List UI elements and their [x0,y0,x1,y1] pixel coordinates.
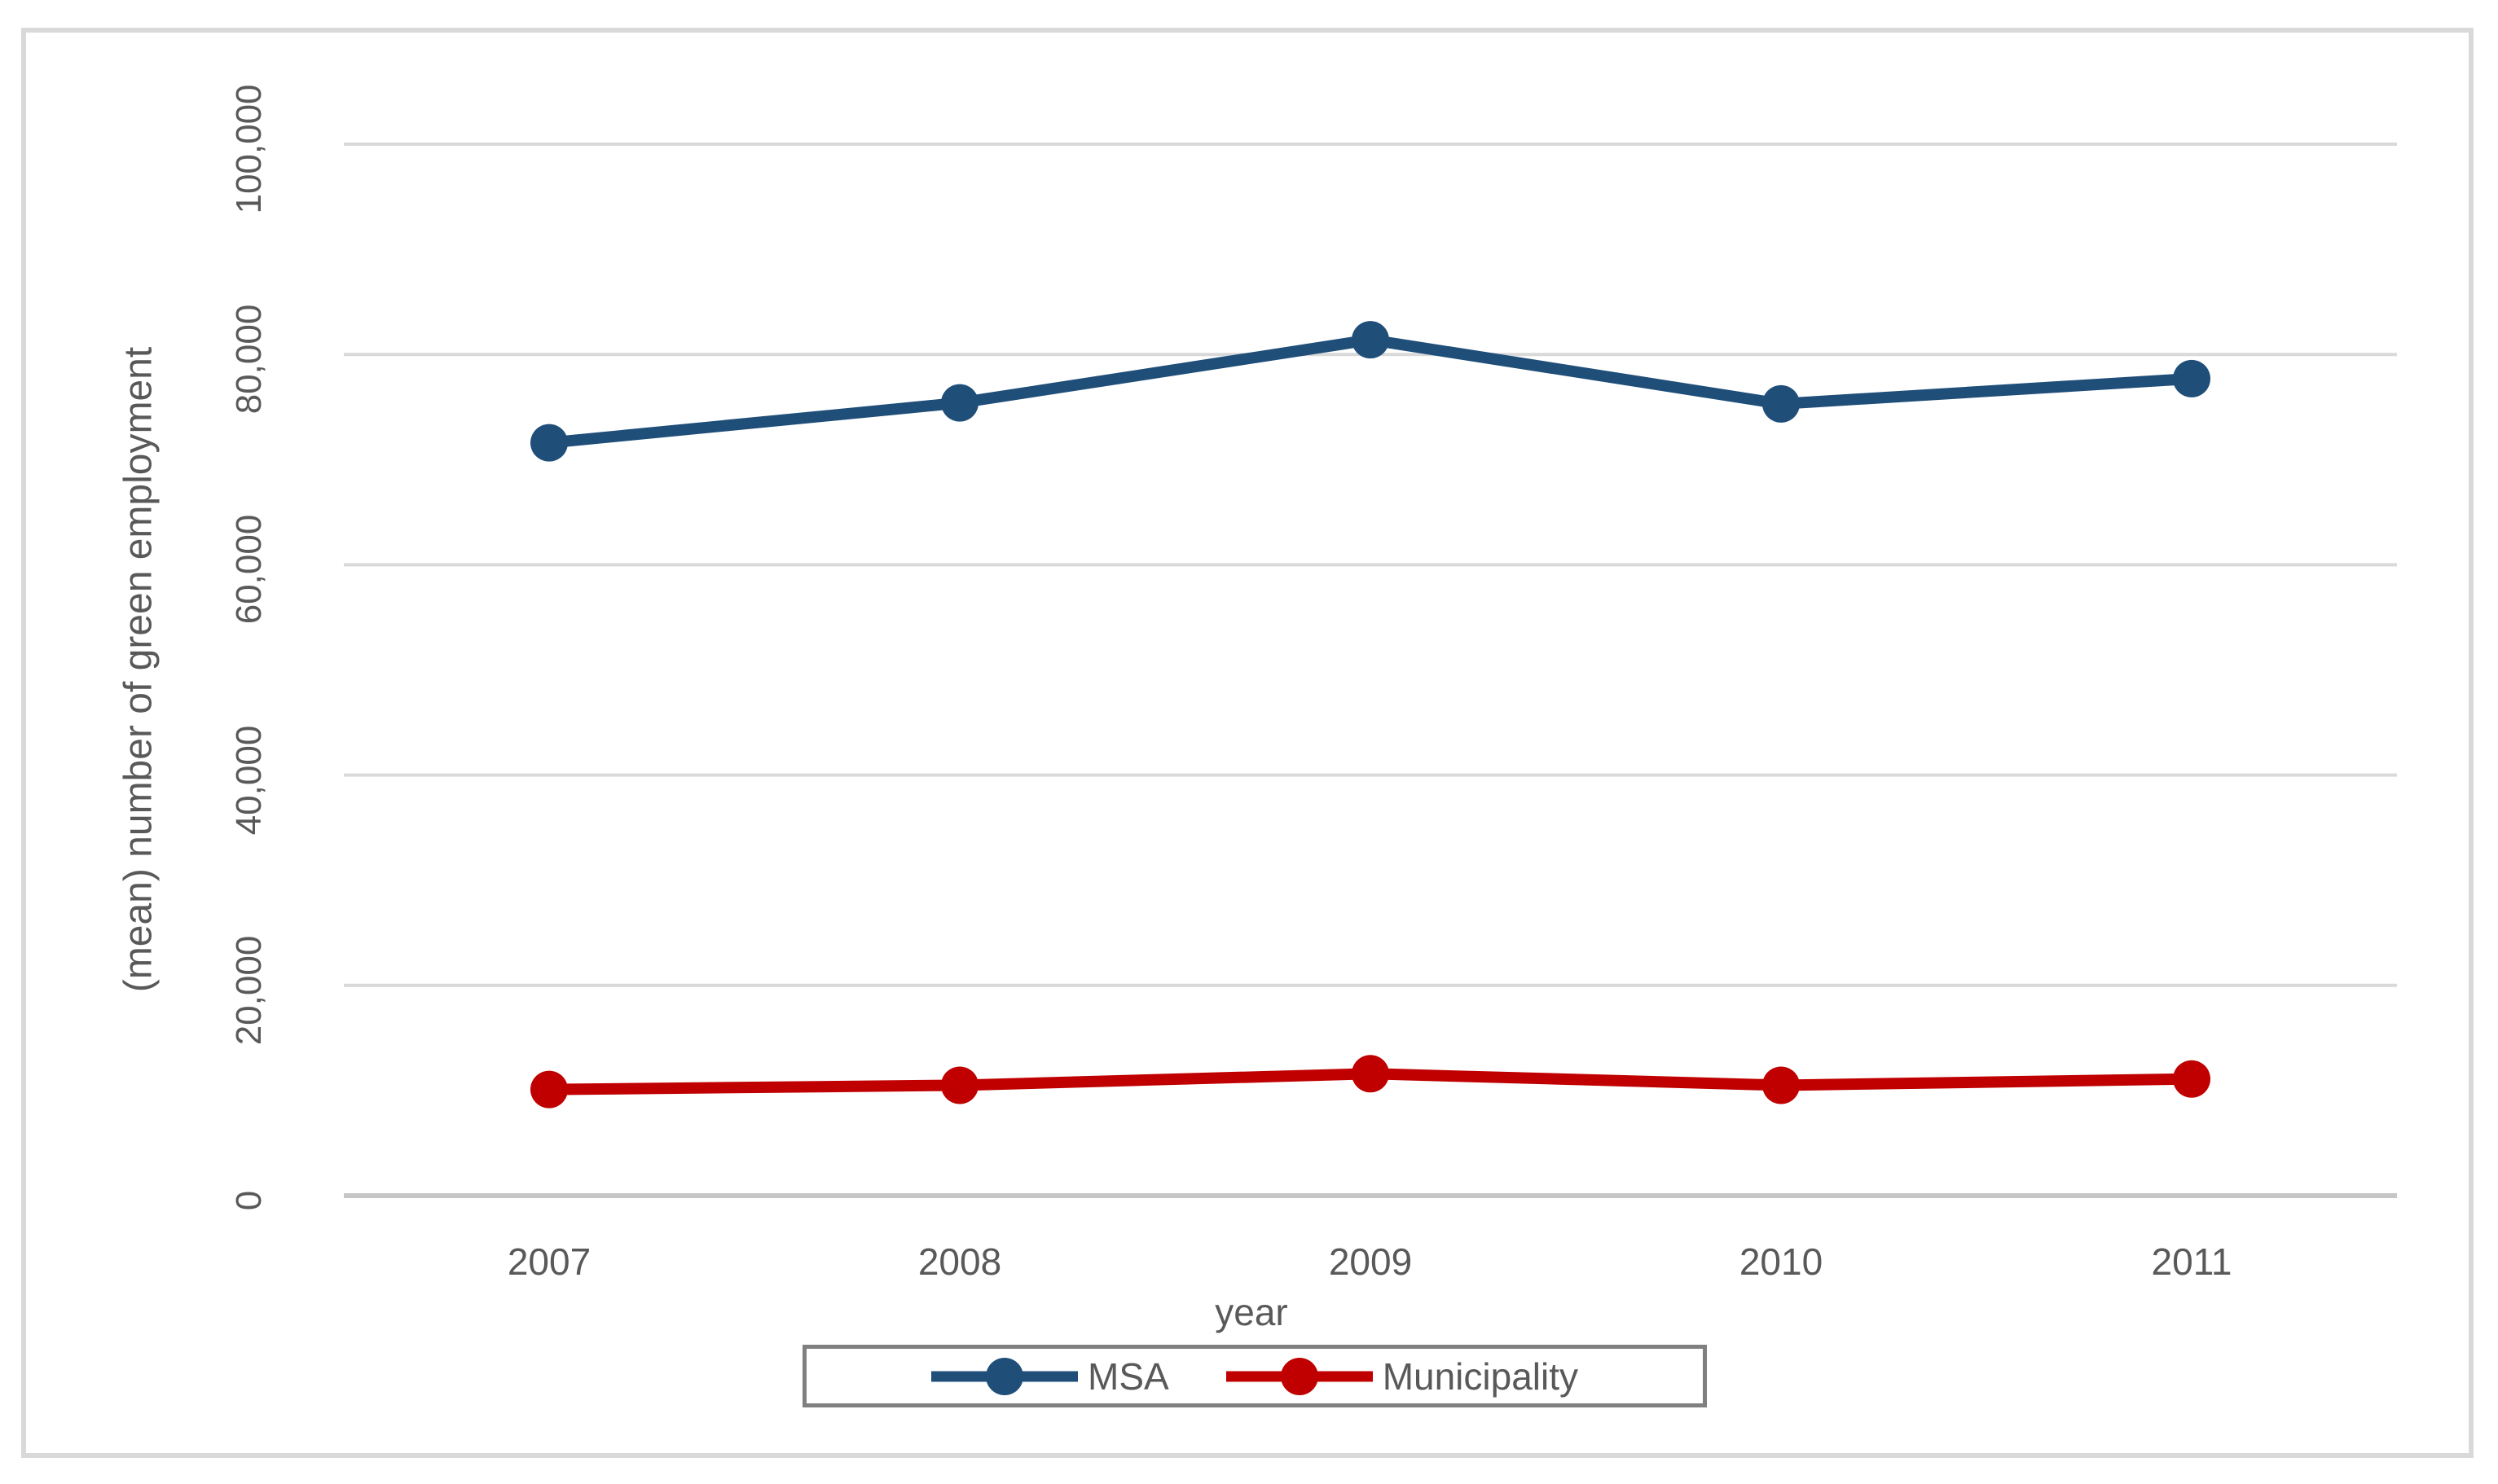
x-tick-label: 2009 [1328,1240,1413,1283]
data-point-municipality-2007 [530,1070,568,1109]
legend-item-msa: MSA [931,1354,1169,1398]
x-axis-title: year [1215,1291,1288,1333]
y-tick-label: 0 [229,1190,269,1211]
y-axis-title: (mean) number of green employment [117,346,161,993]
data-point-msa-2010 [1762,384,1800,423]
legend-box: MSA Municipality [803,1345,1707,1407]
y-tick-label: 40,000 [229,725,269,835]
data-point-municipality-2011 [2173,1060,2210,1098]
legend-item-municipality: Municipality [1225,1354,1578,1398]
x-tick-label: 2007 [507,1240,592,1283]
legend-label-msa: MSA [1088,1354,1169,1398]
y-tick-label: 80,000 [229,304,269,415]
data-point-msa-2008 [941,384,979,422]
chart-outer-frame [21,28,2474,1458]
municipality-line-marker-icon [1225,1356,1373,1397]
x-tick-label: 2008 [917,1240,1002,1283]
data-point-municipality-2009 [1352,1055,1389,1093]
y-tick-label: 20,000 [229,935,269,1046]
x-tick-label: 2011 [2151,1240,2232,1283]
data-point-municipality-2008 [941,1066,979,1104]
data-point-msa-2009 [1352,321,1389,359]
data-point-msa-2011 [2173,359,2210,397]
y-tick-label: 100,000 [229,84,269,214]
msa-line-marker-icon [931,1356,1078,1397]
data-point-msa-2007 [530,424,568,462]
x-tick-label: 2010 [1739,1240,1823,1283]
y-tick-label: 60,000 [229,515,269,625]
legend-label-municipality: Municipality [1382,1354,1578,1398]
data-point-municipality-2010 [1762,1066,1800,1104]
